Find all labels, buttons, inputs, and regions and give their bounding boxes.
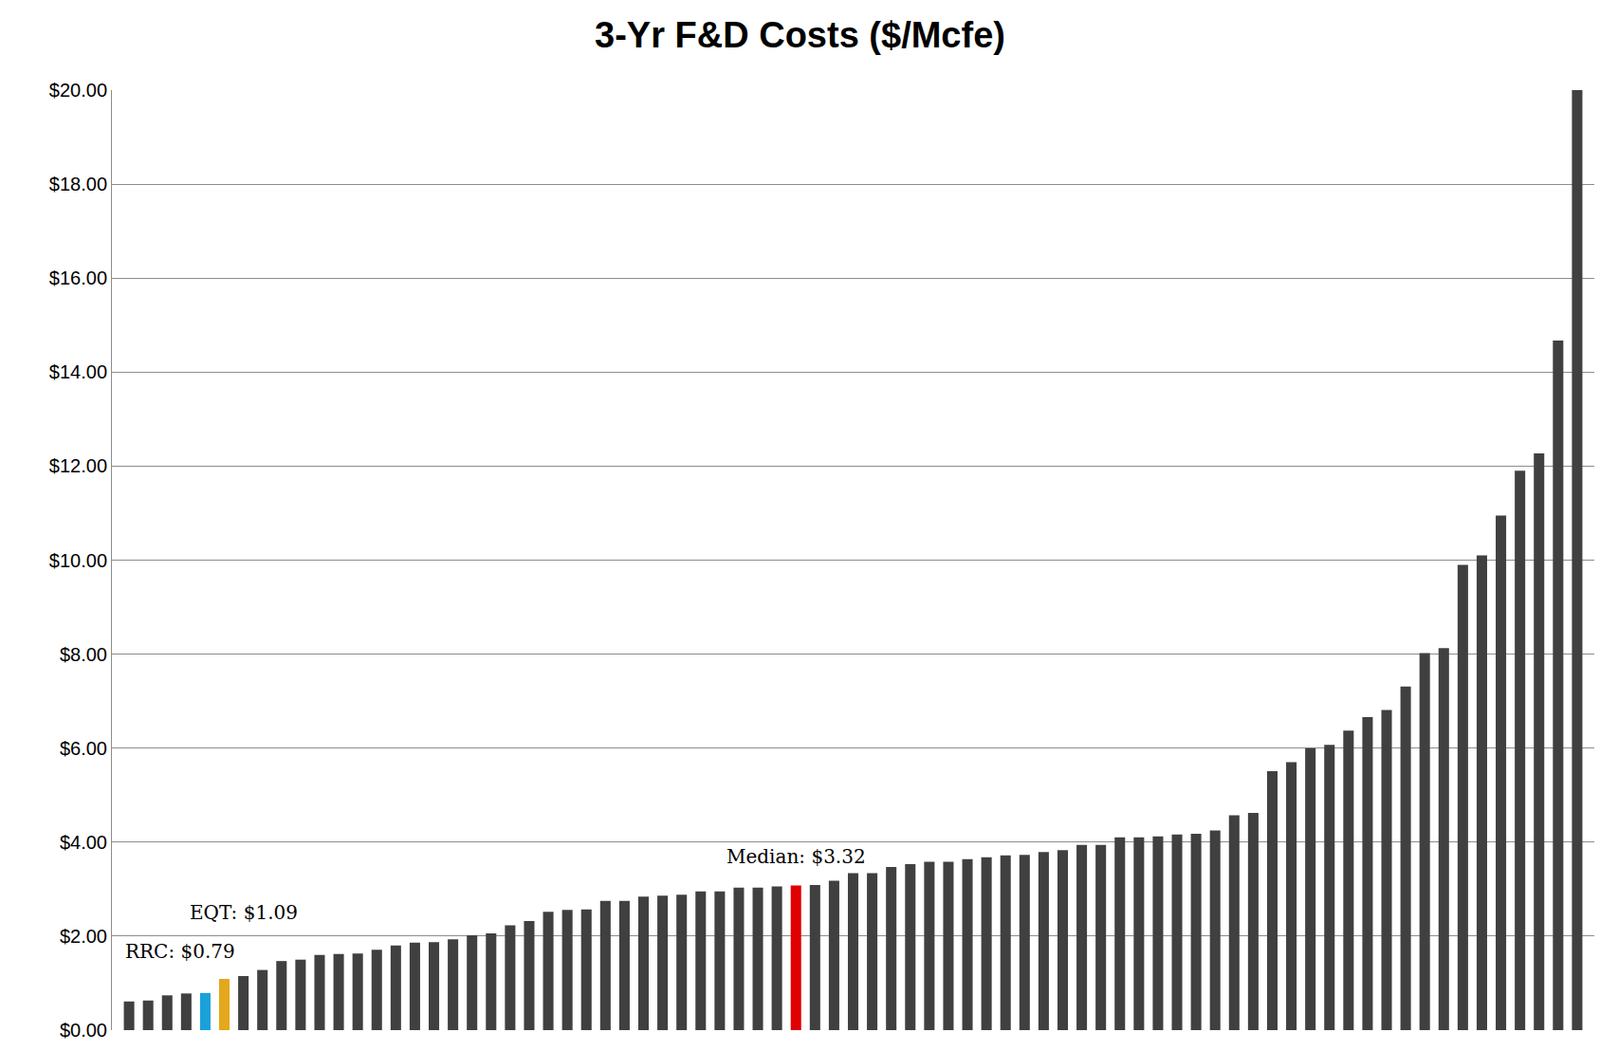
svg-text:$10.00: $10.00 — [49, 550, 108, 571]
svg-text:$18.00: $18.00 — [49, 173, 108, 195]
svg-text:$16.00: $16.00 — [49, 267, 108, 289]
svg-text:$2.00: $2.00 — [59, 925, 108, 947]
svg-text:RRC: $0.79: RRC: $0.79 — [125, 939, 236, 963]
svg-text:$0.00: $0.00 — [59, 1019, 108, 1041]
svg-text:$20.00: $20.00 — [49, 79, 108, 101]
svg-text:$12.00: $12.00 — [49, 455, 108, 477]
svg-text:Median: $3.32: Median: $3.32 — [726, 845, 866, 868]
svg-text:$6.00: $6.00 — [59, 737, 108, 759]
svg-text:$4.00: $4.00 — [59, 831, 108, 853]
svg-text:EQT: $1.09: EQT: $1.09 — [189, 901, 298, 924]
svg-text:3-Yr F&D Costs ($/Mcfe): 3-Yr F&D Costs ($/Mcfe) — [594, 15, 1006, 56]
svg-text:$8.00: $8.00 — [59, 643, 108, 665]
svg-text:$14.00: $14.00 — [49, 361, 108, 383]
